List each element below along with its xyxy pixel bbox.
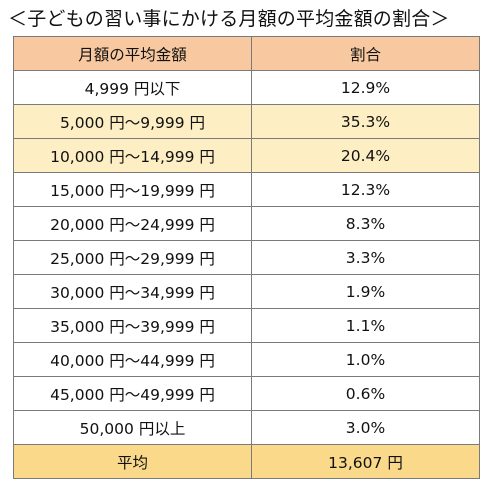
range-cell: 10,000 円～14,999 円	[13, 138, 252, 173]
table-row: 10,000 円～14,999 円 20.4%	[13, 138, 480, 173]
share-cell: 3.3%	[251, 240, 480, 275]
range-cell: 20,000 円～24,999 円	[13, 206, 252, 241]
range-cell: 40,000 円～44,999 円	[13, 342, 252, 377]
table-row: 15,000 円～19,999 円 12.3%	[13, 172, 480, 207]
table-row: 40,000 円～44,999 円 1.0%	[13, 342, 480, 377]
average-label: 平均	[13, 444, 252, 479]
table-row: 20,000 円～24,999 円 8.3%	[13, 206, 480, 241]
table-row: 5,000 円～9,999 円 35.3%	[13, 104, 480, 139]
range-cell: 30,000 円～34,999 円	[13, 274, 252, 309]
table-row: 25,000 円～29,999 円 3.3%	[13, 240, 480, 275]
table-row: 30,000 円～34,999 円 1.9%	[13, 274, 480, 309]
share-cell: 20.4%	[251, 138, 480, 173]
range-cell: 4,999 円以下	[13, 70, 252, 105]
share-cell: 0.6%	[251, 376, 480, 411]
header-monthly-average: 月額の平均金額	[13, 36, 252, 71]
range-cell: 5,000 円～9,999 円	[13, 104, 252, 139]
range-cell: 50,000 円以上	[13, 410, 252, 445]
table-row: 35,000 円～39,999 円 1.1%	[13, 308, 480, 343]
share-cell: 1.1%	[251, 308, 480, 343]
range-cell: 35,000 円～39,999 円	[13, 308, 252, 343]
average-row: 平均 13,607 円	[13, 444, 480, 479]
share-cell: 3.0%	[251, 410, 480, 445]
average-value: 13,607 円	[251, 444, 480, 479]
share-cell: 35.3%	[251, 104, 480, 139]
share-cell: 12.9%	[251, 70, 480, 105]
share-table: 月額の平均金額 割合 4,999 円以下 12.9% 5,000 円～9,999 円…	[13, 36, 480, 479]
header-share: 割合	[251, 36, 480, 71]
table-row: 45,000 円～49,999 円 0.6%	[13, 376, 480, 411]
page-title: ＜子どもの習い事にかける月額の平均金額の割合＞	[8, 8, 450, 30]
table-row: 50,000 円以上 3.0%	[13, 410, 480, 445]
range-cell: 45,000 円～49,999 円	[13, 376, 252, 411]
share-cell: 1.0%	[251, 342, 480, 377]
table-row: 4,999 円以下 12.9%	[13, 70, 480, 105]
range-cell: 25,000 円～29,999 円	[13, 240, 252, 275]
share-cell: 12.3%	[251, 172, 480, 207]
share-cell: 1.9%	[251, 274, 480, 309]
range-cell: 15,000 円～19,999 円	[13, 172, 252, 207]
table-header-row: 月額の平均金額 割合	[13, 36, 480, 71]
share-cell: 8.3%	[251, 206, 480, 241]
table-body: 月額の平均金額 割合 4,999 円以下 12.9% 5,000 円～9,999 円…	[13, 36, 480, 479]
